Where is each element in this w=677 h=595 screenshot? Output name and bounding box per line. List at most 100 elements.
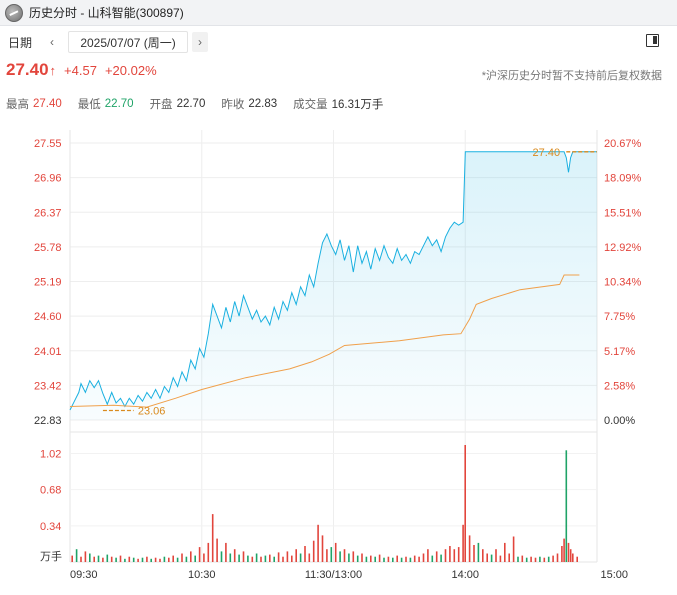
price-tick-label: 26.37 (34, 207, 62, 219)
volume-bar (291, 555, 293, 562)
volume-bar (317, 524, 319, 562)
price-tick-label: 24.01 (34, 346, 62, 358)
time-tick-label: 15:00 (600, 569, 628, 581)
price-tick-label: 26.96 (34, 173, 62, 185)
volume-bar (119, 555, 122, 562)
volume-bar (308, 553, 311, 562)
volume-bar (374, 556, 376, 562)
percent-tick-label: 18.09% (604, 173, 642, 185)
volume-bar (396, 555, 398, 562)
volume-bar (392, 557, 394, 562)
volume-bar (418, 556, 420, 562)
intraday-chart[interactable]: 27.40 23.06 27.55 20.67% 26.96 18.09% 26.37 15… (0, 118, 677, 595)
volume-unit-label: 万手 (40, 549, 62, 563)
stat-open: 开盘 22.70 (144, 96, 206, 112)
volume-bar (176, 557, 179, 562)
price-tick-label: 24.60 (34, 311, 62, 323)
volume-bar (552, 555, 554, 562)
volume-bar (576, 556, 578, 562)
volume-bar (539, 556, 541, 562)
percent-tick-label: 7.75% (604, 311, 635, 323)
volume-bar (264, 555, 267, 562)
volume-bar (97, 555, 100, 562)
volume-bar (521, 555, 524, 562)
volume-bar (312, 540, 315, 562)
volume-tick-label: 0.34 (40, 521, 61, 533)
time-tick-label: 09:30 (70, 569, 98, 581)
price-tick-label: 25.78 (34, 242, 62, 254)
volume-bar (124, 558, 126, 562)
volume-bar (110, 556, 113, 562)
time-tick-label: 10:30 (188, 569, 216, 581)
volume-bar (482, 549, 484, 562)
volume-bar (400, 557, 403, 562)
volume-bar (194, 555, 196, 562)
volume-bar (141, 557, 144, 562)
price-line (69, 151, 597, 411)
date-field[interactable]: 2025/07/07 (周一) (68, 31, 189, 53)
stat-label: 昨收 (221, 99, 245, 111)
volume-bar (128, 556, 131, 562)
percent-tick-label: 0.00% (604, 415, 635, 427)
stat-value: 27.40 (33, 98, 62, 110)
volume-bar (405, 556, 407, 562)
prev-day-button[interactable]: ‹ (50, 35, 55, 49)
volume-bar (378, 554, 381, 562)
volume-bar (556, 553, 559, 562)
volume-bar (137, 558, 139, 562)
volume-bar (115, 557, 117, 562)
volume-bar (508, 553, 510, 562)
volume-bar (572, 553, 574, 562)
volume-bar (132, 557, 135, 562)
volume-bar (512, 536, 515, 562)
volume-bar (330, 547, 333, 562)
volume-bar (216, 538, 218, 562)
volume-bar (517, 556, 519, 562)
volume-bar (370, 555, 372, 562)
volume-bar (93, 556, 95, 562)
percent-tick-label: 2.58% (604, 380, 635, 392)
percent-tick-label: 15.51% (604, 207, 642, 219)
volume-bar (444, 549, 447, 562)
volume-bar (427, 549, 429, 562)
volume-bar (255, 553, 258, 562)
next-day-button[interactable]: › (192, 32, 209, 52)
volume-bar (567, 542, 570, 562)
volume-bar (299, 553, 302, 562)
stat-label: 开盘 (149, 99, 173, 111)
volume-tick-label: 1.02 (40, 449, 61, 461)
chart-axes: 27.55 20.67% 26.96 18.09% 26.37 15.51% 25.78 12… (34, 138, 642, 581)
volume-bar (464, 445, 466, 562)
volume-bar (499, 555, 502, 562)
volume-bar (154, 557, 157, 562)
current-price: 27.40 (6, 60, 49, 79)
volume-bar (233, 549, 236, 562)
stat-low: 最低 22.70 (72, 96, 134, 112)
volume-bar (547, 556, 550, 562)
volume-bar (203, 553, 205, 562)
volume-bar (89, 553, 91, 562)
stat-label: 成交量 (293, 99, 328, 111)
volume-bar (326, 549, 328, 562)
volume-bar (172, 555, 174, 562)
window-titlebar: 历史分时 - 山科智能(300897) (0, 0, 677, 26)
panel-toggle-icon[interactable] (646, 34, 659, 47)
low-marker-label: 23.06 (138, 406, 166, 418)
volume-bar (339, 551, 341, 562)
date-label: 日期 (8, 35, 33, 50)
volume-bar (198, 547, 201, 562)
price-tick-label: 27.55 (34, 138, 62, 150)
volume-bar (422, 553, 425, 562)
quote-summary: 27.40 ↑ +4.57 +20.02% *沪深历史分时暂不支持前后复权数据 (0, 60, 677, 88)
stat-label: 最高 (6, 99, 29, 111)
volume-bar (413, 555, 416, 562)
volume-bar (563, 538, 565, 562)
volume-bar (295, 549, 297, 562)
volume-bar (260, 556, 262, 562)
percent-tick-label: 10.34% (604, 277, 642, 289)
volume-bar (80, 556, 82, 562)
stats-row: 最高 27.40 最低 22.70 开盘 22.70 昨收 22.83 成交量 … (0, 94, 677, 114)
volume-bar (211, 514, 214, 562)
volume-bar (530, 556, 532, 562)
volume-bar (486, 553, 488, 562)
